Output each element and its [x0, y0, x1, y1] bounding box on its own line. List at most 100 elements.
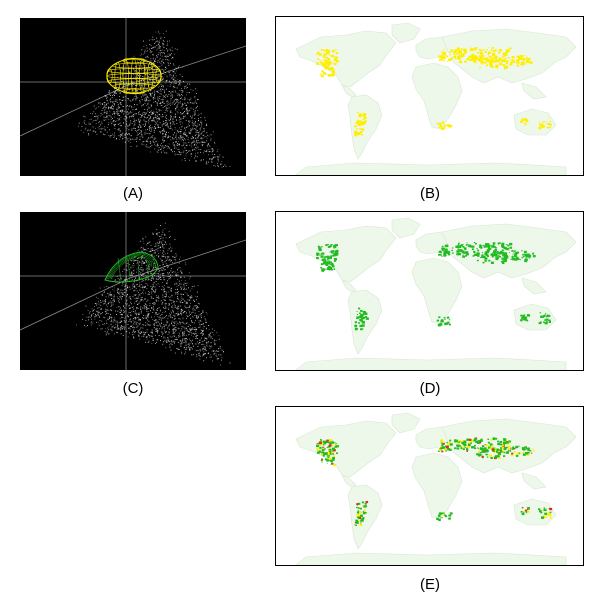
- cloud-point: [106, 115, 108, 117]
- region-cell: [319, 443, 322, 445]
- cloud-point: [136, 138, 138, 139]
- cloud-point: [170, 98, 172, 100]
- cloud-point: [170, 299, 172, 301]
- cloud-point: [146, 317, 147, 319]
- cloud-point: [139, 272, 141, 274]
- cloud-point: [194, 110, 196, 112]
- region-cell: [498, 243, 500, 245]
- cloud-point: [152, 339, 154, 341]
- cloud-point: [133, 290, 135, 292]
- cloud-point: [159, 96, 161, 98]
- cloud-point: [179, 135, 181, 136]
- region-cell: [524, 122, 526, 124]
- cloud-point: [162, 237, 164, 239]
- region-cell: [329, 439, 333, 442]
- cloud-point: [160, 340, 161, 342]
- cloud-point: [144, 306, 145, 308]
- region-cell: [363, 312, 367, 315]
- cloud-point: [87, 130, 89, 132]
- cloud-point: [125, 79, 127, 81]
- region-cell: [438, 55, 442, 58]
- cloud-point: [179, 95, 181, 96]
- cloud-point: [181, 138, 183, 140]
- cloud-point: [193, 113, 195, 115]
- cloud-point: [137, 316, 139, 318]
- cloud-point: [145, 268, 147, 270]
- cloud-point: [187, 306, 189, 308]
- cloud-point: [179, 89, 181, 91]
- cloud-point: [142, 79, 144, 81]
- region-cell: [331, 54, 335, 58]
- cloud-point: [147, 313, 149, 315]
- cloud-point: [188, 150, 190, 151]
- region-cell: [356, 316, 359, 319]
- cloud-point: [196, 142, 198, 144]
- region-cell: [322, 454, 325, 456]
- cloud-point: [183, 276, 185, 278]
- region-cell: [327, 61, 329, 63]
- cloud-point: [211, 162, 213, 163]
- cloud-point: [185, 283, 186, 284]
- cloud-point: [153, 78, 154, 80]
- cloud-point: [178, 81, 180, 83]
- cloud-point: [136, 297, 138, 299]
- region-cell: [318, 450, 321, 453]
- region-cell: [526, 119, 528, 121]
- region-cell: [480, 257, 482, 258]
- region-cell: [491, 66, 494, 68]
- cloud-point: [151, 293, 153, 295]
- cloud-point: [141, 130, 142, 132]
- cloud-point: [171, 250, 173, 252]
- cloud-point: [133, 286, 135, 288]
- cloud-point: [106, 286, 108, 287]
- cloud-point: [105, 111, 107, 113]
- cloud-point: [191, 142, 193, 144]
- cloud-point: [147, 248, 149, 249]
- cloud-point: [98, 114, 100, 116]
- cloud-point: [151, 280, 152, 281]
- region-cell: [476, 253, 480, 256]
- cloud-point: [130, 138, 132, 140]
- cloud-point: [163, 254, 165, 256]
- region-cell: [328, 451, 331, 453]
- cloud-point: [138, 111, 140, 113]
- cloud-point: [108, 319, 109, 321]
- cloud-point: [194, 157, 196, 159]
- cloud-point: [164, 234, 166, 236]
- cloud-point: [158, 66, 160, 68]
- cloud-point: [176, 123, 178, 124]
- cloud-point: [201, 144, 203, 146]
- cloud-point: [106, 131, 108, 133]
- region-cell: [322, 444, 325, 446]
- cloud-point: [196, 141, 197, 143]
- cloud-point: [124, 284, 126, 286]
- cloud-point: [175, 141, 177, 142]
- cloud-point: [101, 313, 102, 315]
- cloud-point: [172, 120, 173, 122]
- cloud-point: [134, 295, 136, 296]
- cloud-point: [148, 340, 150, 342]
- cloud-point: [95, 116, 97, 118]
- cloud-point: [173, 116, 175, 118]
- cloud-point: [144, 49, 146, 51]
- cloud-point: [111, 97, 113, 99]
- green-ellipsoid: [104, 251, 159, 283]
- region-cell: [477, 440, 480, 442]
- cloud-point: [150, 296, 152, 297]
- cloud-point: [153, 128, 155, 130]
- cloud-point: [100, 131, 102, 133]
- cloud-point: [142, 76, 143, 77]
- cloud-point: [80, 129, 82, 131]
- cloud-point: [188, 346, 189, 348]
- cloud-point: [105, 311, 107, 313]
- cloud-point: [170, 149, 172, 151]
- cloud-point: [147, 342, 149, 343]
- cloud-point: [101, 103, 103, 105]
- cloud-point: [105, 314, 106, 315]
- cloud-point: [158, 118, 160, 120]
- cloud-point: [110, 121, 112, 123]
- region-cell: [331, 250, 334, 253]
- cloud-point: [188, 331, 190, 333]
- cloud-point: [186, 113, 188, 115]
- cloud-point: [164, 332, 166, 334]
